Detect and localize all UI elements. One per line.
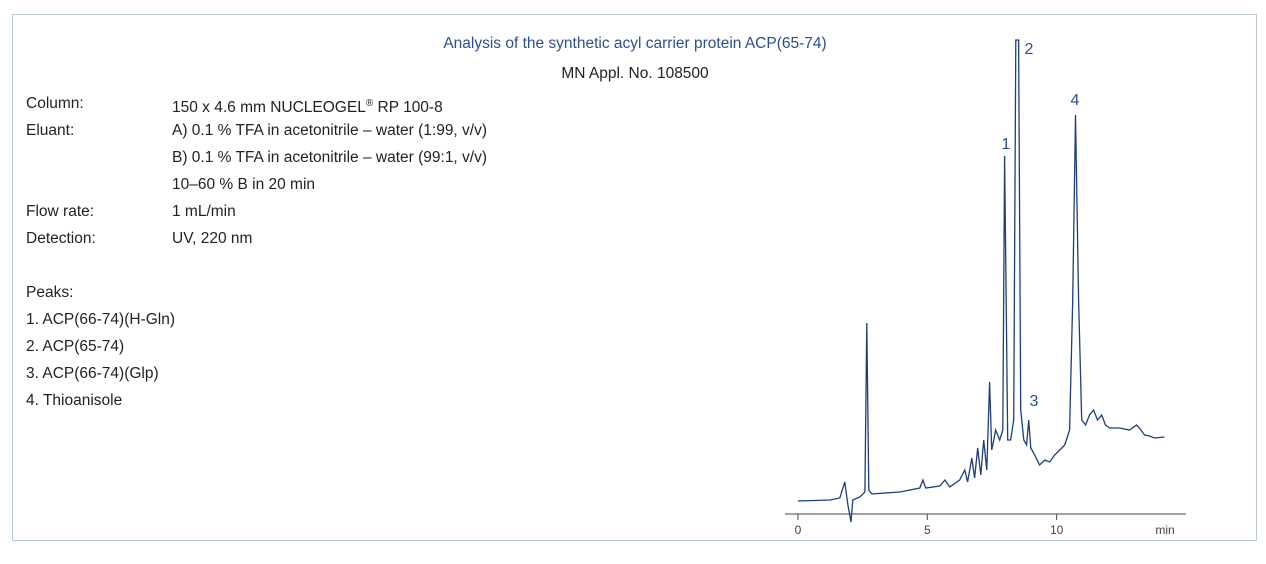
value: 10–60 % B in 20 min [172, 176, 316, 193]
x-axis-label: min [1155, 523, 1174, 537]
peak-item: 4. Thioanisole [26, 392, 123, 409]
peak-label: 2 [1025, 41, 1034, 58]
label: Eluant: [26, 122, 75, 139]
value: A) 0.1 % TFA in acetonitrile – water (1:… [172, 122, 488, 139]
title: Analysis of the synthetic acyl carrier p… [443, 35, 827, 52]
frame [12, 14, 1257, 541]
label: Flow rate: [26, 203, 95, 220]
label: Column: [26, 95, 84, 112]
peak-label: 1 [1002, 136, 1011, 153]
peak-label: 3 [1030, 393, 1039, 410]
subtitle: MN Appl. No. 108500 [561, 65, 709, 82]
value: B) 0.1 % TFA in acetonitrile – water (99… [172, 149, 488, 166]
peak-item: 2. ACP(65-74) [26, 338, 125, 355]
peak-label: 4 [1071, 92, 1080, 109]
peak-item: 1. ACP(66-74)(H-Gln) [26, 311, 176, 328]
text: 150 x 4.6 mm NUCLEOGEL [172, 99, 366, 117]
x-tick-label: 5 [924, 523, 931, 537]
peaks-heading: Peaks: [26, 284, 74, 301]
value: 1 mL/min [172, 203, 236, 220]
trace [797, 39, 1165, 523]
label: Detection: [26, 230, 96, 247]
x-tick-label: 0 [795, 523, 802, 537]
text: RP 100-8 [373, 99, 443, 117]
sup: ® [365, 98, 374, 109]
value: 150 x 4.6 mm NUCLEOGEL® RP 100-8 [172, 95, 443, 117]
peak-item: 3. ACP(66-74)(Glp) [26, 365, 159, 382]
x-tick-label: 10 [1050, 523, 1064, 537]
value: UV, 220 nm [172, 230, 253, 247]
